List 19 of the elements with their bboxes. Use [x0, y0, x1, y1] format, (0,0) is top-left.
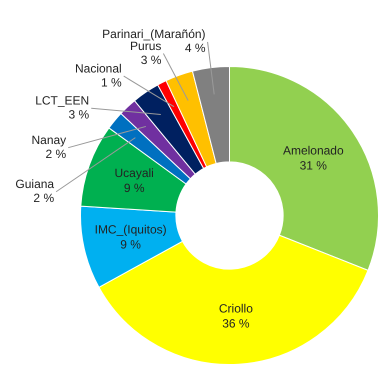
- data-label: 1 %: [101, 75, 122, 90]
- data-label: 2 %: [45, 146, 66, 161]
- slice-label: Ucayali: [114, 166, 154, 180]
- slice-label: Nacional: [74, 61, 122, 76]
- slice-label: Amelonado: [282, 143, 344, 158]
- slice-label: Nanay: [31, 132, 66, 147]
- data-label: 31 %: [300, 158, 328, 172]
- data-label: 2 %: [33, 191, 54, 206]
- slice-label: Guiana: [15, 177, 54, 192]
- data-label: 36 %: [222, 316, 250, 330]
- data-label: 3 %: [140, 52, 162, 67]
- data-label: 9 %: [120, 237, 142, 252]
- slice-label: Parinari_(Marañón): [102, 27, 206, 42]
- slice-label: LCT_EEN: [35, 94, 90, 108]
- data-label: 3 %: [68, 108, 90, 122]
- data-label: 4 %: [184, 41, 206, 56]
- slice-label: Criollo: [218, 301, 254, 316]
- slice-label: IMC_(Iquitos): [94, 222, 167, 236]
- data-label: 9 %: [124, 180, 145, 195]
